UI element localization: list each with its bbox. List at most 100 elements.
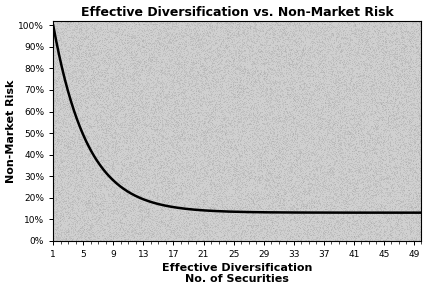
Point (308, 191, 314, 195)
Point (267, 143, 274, 148)
Point (390, 66, 397, 71)
Point (81, 209, 88, 213)
Point (158, 146, 164, 151)
Point (73, 92, 80, 97)
Point (130, 193, 137, 198)
Point (54, 157, 60, 162)
Point (331, 58, 338, 62)
Point (162, 204, 169, 208)
Point (233, 85, 239, 90)
Point (84, 203, 91, 208)
Point (67, 92, 74, 96)
Point (373, 26, 380, 31)
Point (226, 199, 233, 204)
Point (324, 184, 331, 189)
Point (105, 19, 112, 24)
Point (217, 108, 224, 113)
Point (94, 35, 101, 39)
Point (88, 201, 95, 205)
Point (127, 170, 134, 175)
Point (414, 129, 421, 134)
Point (303, 182, 310, 187)
Point (276, 19, 282, 24)
Point (147, 213, 153, 218)
Point (337, 115, 344, 120)
Point (164, 68, 171, 73)
Point (102, 56, 109, 61)
Point (60, 30, 67, 34)
Point (78, 74, 85, 79)
Point (181, 89, 188, 94)
Point (276, 206, 282, 210)
Point (211, 231, 218, 235)
Point (55, 131, 61, 136)
Point (201, 46, 208, 50)
Point (114, 190, 121, 194)
Point (251, 192, 258, 197)
Point (408, 36, 415, 41)
Point (139, 82, 146, 87)
Point (297, 166, 304, 171)
Point (406, 55, 412, 59)
Point (154, 118, 161, 123)
Point (263, 60, 270, 64)
Point (115, 62, 122, 67)
Point (371, 91, 378, 96)
Point (319, 226, 325, 231)
Point (124, 136, 130, 141)
Point (397, 236, 404, 241)
Point (298, 50, 305, 55)
Point (241, 122, 248, 127)
Point (354, 128, 361, 133)
Point (110, 209, 117, 214)
Point (267, 21, 274, 26)
Point (210, 98, 217, 103)
Point (288, 79, 294, 83)
Point (336, 41, 343, 45)
Point (181, 69, 188, 73)
Point (309, 48, 316, 53)
Point (65, 21, 72, 26)
Point (117, 125, 124, 130)
Point (351, 86, 358, 90)
Point (367, 85, 374, 90)
Point (167, 139, 174, 143)
Point (236, 90, 242, 94)
Point (250, 161, 257, 165)
Point (103, 204, 110, 209)
Point (130, 235, 137, 240)
Point (284, 58, 291, 62)
Point (406, 171, 412, 175)
Point (294, 205, 301, 210)
Point (376, 211, 383, 216)
Point (202, 72, 209, 76)
Point (149, 95, 156, 100)
Point (391, 61, 398, 66)
Point (116, 228, 123, 233)
Point (273, 147, 279, 151)
Point (413, 223, 420, 228)
Point (400, 176, 407, 181)
Point (85, 78, 92, 82)
Point (338, 94, 345, 98)
Point (191, 163, 198, 168)
Point (199, 33, 205, 37)
Point (276, 210, 283, 214)
Point (382, 186, 389, 191)
Point (191, 64, 198, 69)
Point (165, 37, 172, 41)
Point (392, 65, 399, 69)
Point (285, 189, 292, 194)
Point (372, 51, 379, 56)
Point (185, 123, 192, 128)
Point (336, 203, 343, 207)
Point (153, 229, 159, 234)
Point (250, 104, 257, 109)
Point (340, 154, 347, 159)
Point (67, 97, 74, 102)
Point (316, 115, 322, 120)
Point (268, 221, 275, 226)
Point (74, 47, 81, 52)
Point (277, 107, 284, 112)
Point (285, 237, 292, 242)
